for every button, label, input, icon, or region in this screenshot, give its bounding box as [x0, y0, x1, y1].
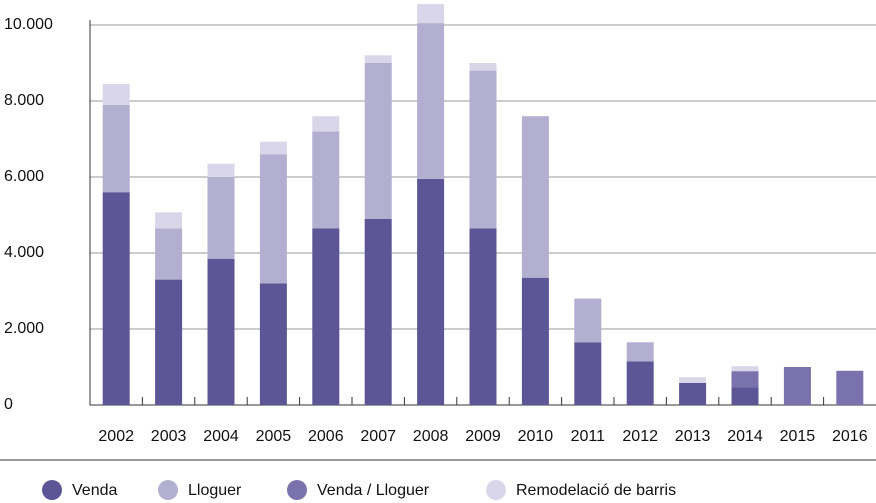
- bar-segment: [102, 83, 130, 105]
- bar-segment: [469, 70, 497, 229]
- bar-segment: [207, 177, 235, 259]
- bar-segment: [626, 342, 654, 362]
- legend-marker: [287, 480, 307, 500]
- x-tick-label: 2011: [571, 428, 606, 445]
- bar-segment: [417, 4, 445, 24]
- bar-segment: [155, 212, 183, 229]
- bar-segment: [207, 258, 235, 405]
- legend-marker: [486, 480, 506, 500]
- bar-segment: [364, 55, 392, 63]
- x-tick-label: 2009: [465, 428, 501, 445]
- x-tick-label: 2003: [151, 428, 187, 445]
- y-tick-label: 0: [4, 396, 13, 413]
- bar-segment: [731, 366, 759, 372]
- bar-segment: [102, 104, 130, 193]
- bar-segment: [259, 141, 287, 155]
- bar-segment: [417, 178, 445, 405]
- x-tick-label: 2004: [203, 428, 239, 445]
- bar-segment: [259, 154, 287, 284]
- bar-segment: [469, 228, 497, 405]
- bar-segment: [521, 277, 549, 405]
- x-tick-label: 2015: [780, 428, 816, 445]
- x-tick-label: 2005: [256, 428, 292, 445]
- bar-segment: [836, 370, 864, 405]
- x-tick-label: 2014: [727, 428, 763, 445]
- bar-segment: [679, 382, 707, 405]
- y-tick-label: 2.000: [4, 320, 44, 337]
- bar-segment: [312, 131, 340, 229]
- bar-segment: [364, 218, 392, 405]
- y-tick-label: 8.000: [4, 92, 44, 109]
- legend-marker: [42, 480, 62, 500]
- x-tick-label: 2010: [518, 428, 554, 445]
- x-tick-label: 2012: [622, 428, 658, 445]
- x-tick-label: 2007: [360, 428, 396, 445]
- bar-segment: [521, 116, 549, 278]
- bar-segment: [731, 387, 759, 405]
- legend-label: Venda / Lloguer: [317, 482, 430, 499]
- legend-marker: [158, 480, 178, 500]
- bar-segment: [574, 298, 602, 343]
- y-tick-label: 4.000: [4, 244, 44, 261]
- bar-segment: [469, 63, 497, 71]
- bar-segment: [312, 116, 340, 132]
- bar-segment: [679, 377, 707, 383]
- bar-segment: [312, 228, 340, 405]
- x-tick-label: 2008: [413, 428, 449, 445]
- legend-label: Lloguer: [188, 482, 242, 499]
- bar-segment: [626, 361, 654, 405]
- x-tick-label: 2016: [832, 428, 868, 445]
- legend-label: Venda: [72, 482, 117, 499]
- bar-segment: [574, 342, 602, 405]
- bar-segment: [417, 23, 445, 179]
- bar-segment: [155, 228, 183, 280]
- bar-segment: [731, 371, 759, 388]
- legend-label: Remodelació de barris: [516, 482, 676, 499]
- y-tick-label: 10.000: [4, 16, 53, 33]
- x-tick-label: 2013: [675, 428, 711, 445]
- bar-segment: [102, 192, 130, 405]
- x-tick-label: 2006: [308, 428, 344, 445]
- bar-segment: [259, 283, 287, 405]
- y-tick-label: 6.000: [4, 168, 44, 185]
- bar-segment: [155, 279, 183, 405]
- bar-segment: [364, 63, 392, 219]
- x-tick-label: 2002: [98, 428, 134, 445]
- bar-segment: [783, 367, 811, 405]
- bar-segment: [207, 163, 235, 177]
